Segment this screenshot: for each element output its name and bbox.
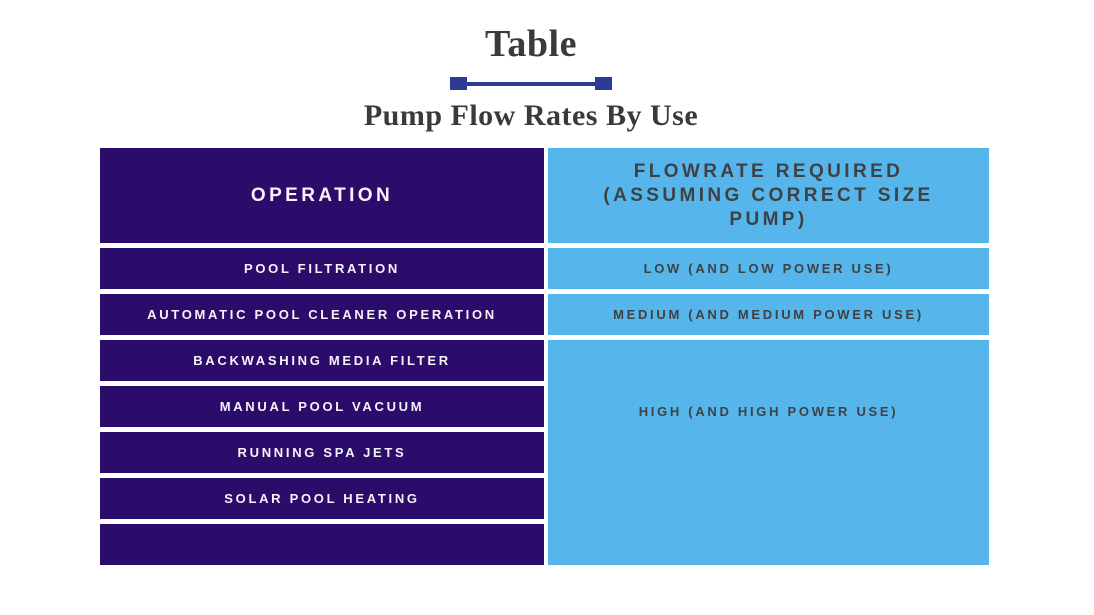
operation-cell-pool-filtration: POOL FILTRATION xyxy=(100,248,544,289)
operation-cell-solar-pool-heating: SOLAR POOL HEATING xyxy=(100,478,544,519)
page-header: Table Pump Flow Rates By Use xyxy=(0,22,1062,133)
table-subtitle: Pump Flow Rates By Use xyxy=(363,99,699,132)
operation-cell-running-spa-jets: RUNNING SPA JETS xyxy=(100,432,544,473)
title-divider xyxy=(450,77,612,90)
divider-endpoint-right-icon xyxy=(595,77,612,90)
operation-cell-manual-pool-vacuum: MANUAL POOL VACUUM xyxy=(100,386,544,427)
operation-cell-backwashing-media-filter: BACKWASHING MEDIA FILTER xyxy=(100,340,544,381)
operation-cell-empty xyxy=(100,524,544,565)
flowrate-cell-low: LOW (AND LOW POWER USE) xyxy=(548,248,989,289)
divider-line xyxy=(467,81,595,86)
divider-endpoint-left-icon xyxy=(450,77,467,90)
flowrate-merged-cell-high: HIGH (AND HIGH POWER USE) xyxy=(548,340,989,565)
page-title: Table xyxy=(485,23,577,65)
flowrate-cell-medium: MEDIUM (AND MEDIUM POWER USE) xyxy=(548,294,989,335)
pump-flow-rates-table: OPERATION FLOWRATE REQUIRED (ASSUMING CO… xyxy=(100,148,989,565)
flowrate-column-header: FLOWRATE REQUIRED (ASSUMING CORRECT SIZE… xyxy=(548,148,989,243)
operation-cell-automatic-pool-cleaner: AUTOMATIC POOL CLEANER OPERATION xyxy=(100,294,544,335)
operation-column-header: OPERATION xyxy=(100,148,544,243)
